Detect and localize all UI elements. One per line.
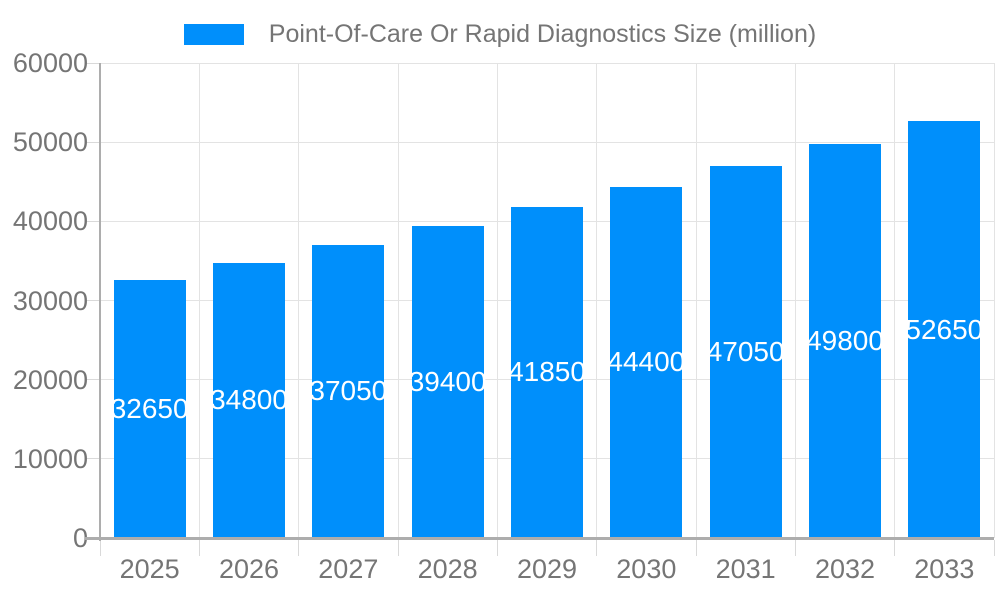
x-axis-tick: [894, 540, 896, 556]
x-axis-tick: [794, 540, 796, 556]
y-gridline: [100, 62, 994, 64]
y-axis-label: 60000: [12, 48, 88, 78]
y-axis-tick: [85, 220, 100, 222]
x-gridline: [298, 63, 300, 538]
y-axis-label: 50000: [12, 127, 88, 158]
bar-value-label: 32650: [110, 392, 189, 424]
legend-label: Point-Of-Care Or Rapid Diagnostics Size …: [268, 20, 817, 48]
x-axis-label: 2028: [417, 554, 478, 584]
x-gridline: [596, 63, 598, 538]
x-axis-label: 2029: [516, 554, 578, 584]
y-axis-tick: [85, 379, 100, 381]
x-gridline: [695, 63, 697, 538]
x-axis-tick: [198, 540, 200, 556]
x-axis-tick: [596, 540, 598, 556]
x-axis-tick: [99, 540, 101, 556]
x-axis-label: 2033: [914, 554, 975, 584]
bar-2028[interactable]: 39400: [408, 226, 487, 538]
x-axis-label: 2025: [119, 554, 180, 584]
x-gridline: [794, 63, 796, 538]
y-axis-tick: [85, 458, 100, 460]
x-axis-label: 2030: [616, 554, 677, 584]
x-gridline: [397, 63, 399, 538]
y-axis-label: 40000: [12, 206, 88, 237]
legend-swatch: [183, 24, 244, 45]
bar-2030[interactable]: 44400: [607, 186, 686, 538]
bar-value-label: 47050: [706, 335, 785, 367]
y-axis-label: 0: [72, 523, 88, 553]
bar-value-label: 34800: [210, 384, 288, 416]
bar-value-label: 52650: [905, 313, 984, 345]
bar-2026[interactable]: 34800: [210, 262, 288, 538]
x-axis-tick: [695, 540, 697, 556]
bar-value-label: 39400: [408, 366, 487, 398]
x-axis-label: 2027: [318, 554, 379, 584]
x-gridline: [993, 63, 995, 538]
x-axis-tick: [496, 540, 498, 556]
bar-value-label: 49800: [806, 324, 884, 356]
bar-2027[interactable]: 37050: [309, 244, 388, 538]
x-gridline: [894, 63, 896, 538]
chart-legend-item[interactable]: Point-Of-Care Or Rapid Diagnostics Size …: [0, 20, 1000, 49]
y-axis-label: 10000: [12, 443, 88, 474]
x-axis-label: 2031: [715, 554, 776, 584]
x-axis-tick: [397, 540, 399, 556]
y-axis-line: [99, 63, 101, 541]
x-axis-tick: [993, 540, 995, 556]
x-gridline: [198, 63, 200, 538]
bar-2032[interactable]: 49800: [806, 143, 884, 538]
bar-2033[interactable]: 52650: [905, 121, 984, 538]
bar-2029[interactable]: 41850: [508, 206, 586, 538]
x-axis-tick: [298, 540, 300, 556]
bar-value-label: 44400: [607, 346, 686, 378]
bar-value-label: 37050: [309, 375, 388, 407]
y-gridline: [100, 141, 994, 143]
y-axis-tick: [85, 300, 100, 301]
y-axis-tick: [85, 141, 100, 143]
x-axis-label: 2026: [218, 554, 280, 584]
x-axis-line: [85, 537, 994, 540]
y-axis-label: 20000: [12, 364, 88, 395]
bar-value-label: 41850: [508, 356, 586, 388]
bar-2031[interactable]: 47050: [706, 165, 785, 538]
bar-2025[interactable]: 32650: [110, 279, 189, 538]
x-axis-label: 2032: [814, 554, 876, 584]
x-gridline: [496, 63, 498, 538]
y-axis-tick: [85, 62, 100, 64]
y-axis-label: 30000: [12, 285, 88, 316]
